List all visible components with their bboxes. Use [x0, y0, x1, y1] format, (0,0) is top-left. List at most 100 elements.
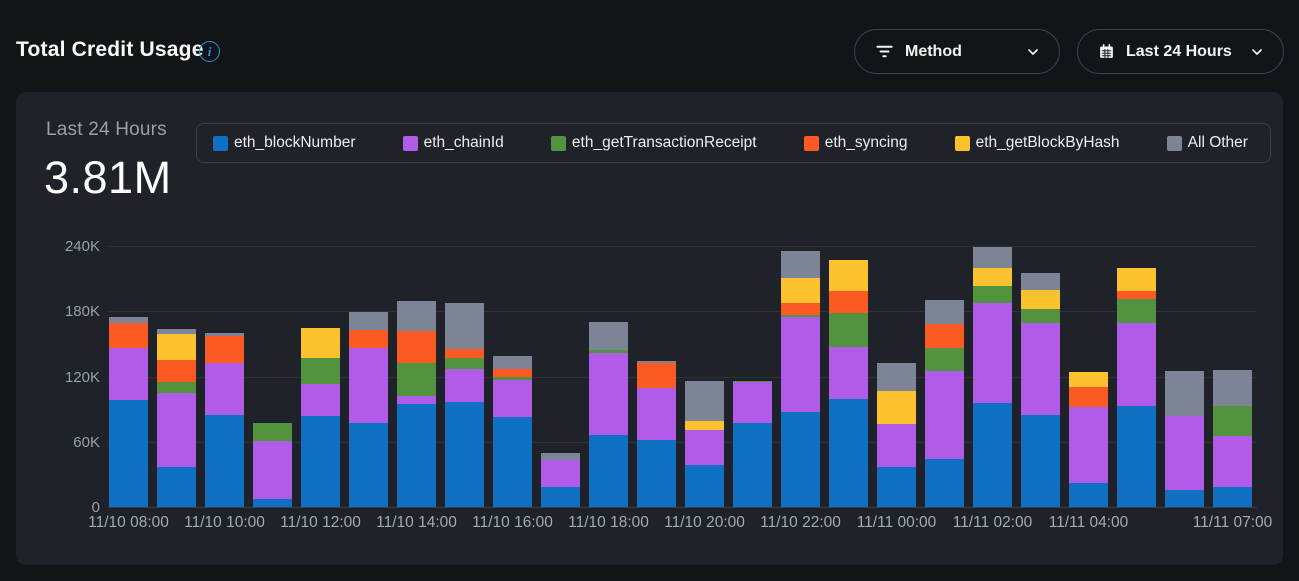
- bar-column[interactable]: [397, 301, 436, 507]
- bar-segment-eth_blockNumber[interactable]: [1165, 489, 1204, 507]
- bar-segment-All Other[interactable]: [925, 300, 964, 325]
- bar-segment-eth_getTransactionReceipt[interactable]: [493, 376, 532, 380]
- bar-segment-eth_blockNumber[interactable]: [829, 399, 868, 507]
- bar-segment-All Other[interactable]: [205, 333, 244, 337]
- bar-segment-All Other[interactable]: [781, 251, 820, 278]
- bar-segment-eth_chainId[interactable]: [301, 384, 340, 416]
- bar-segment-eth_getTransactionReceipt[interactable]: [589, 350, 628, 353]
- bar-segment-eth_getTransactionReceipt[interactable]: [925, 348, 964, 372]
- info-icon[interactable]: i: [199, 41, 220, 62]
- bar-segment-eth_chainId[interactable]: [685, 429, 724, 465]
- bar-segment-All Other[interactable]: [685, 380, 724, 422]
- legend-item-eth_getBlockByHash[interactable]: eth_getBlockByHash: [954, 134, 1120, 152]
- bar-column[interactable]: [925, 300, 964, 507]
- bar-column[interactable]: [109, 316, 148, 507]
- bar-segment-eth_chainId[interactable]: [1069, 406, 1108, 484]
- bar-segment-eth_chainId[interactable]: [589, 352, 628, 436]
- bar-segment-eth_getBlockByHash[interactable]: [877, 390, 916, 425]
- bar-segment-eth_syncing[interactable]: [157, 360, 196, 382]
- bar-segment-eth_blockNumber[interactable]: [1021, 414, 1060, 507]
- bar-segment-eth_blockNumber[interactable]: [493, 416, 532, 507]
- bar-column[interactable]: [349, 312, 388, 507]
- bar-segment-eth_chainId[interactable]: [1117, 323, 1156, 406]
- bar-segment-eth_blockNumber[interactable]: [973, 402, 1012, 507]
- bar-column[interactable]: [685, 380, 724, 507]
- bar-segment-All Other[interactable]: [445, 302, 484, 350]
- bar-segment-All Other[interactable]: [637, 361, 676, 364]
- bar-segment-All Other[interactable]: [1165, 371, 1204, 416]
- bar-segment-eth_blockNumber[interactable]: [109, 400, 148, 507]
- bar-segment-eth_chainId[interactable]: [349, 348, 388, 424]
- bar-segment-eth_blockNumber[interactable]: [1213, 487, 1252, 507]
- bar-column[interactable]: [301, 327, 340, 507]
- bar-column[interactable]: [541, 452, 580, 507]
- bar-segment-eth_chainId[interactable]: [1165, 415, 1204, 490]
- bar-column[interactable]: [1069, 372, 1108, 507]
- legend-item-eth_chainId[interactable]: eth_chainId: [402, 134, 504, 152]
- bar-segment-eth_syncing[interactable]: [493, 368, 532, 377]
- bar-segment-eth_syncing[interactable]: [829, 290, 868, 314]
- bar-segment-eth_getTransactionReceipt[interactable]: [1117, 299, 1156, 324]
- bar-column[interactable]: [637, 361, 676, 507]
- bar-column[interactable]: [589, 322, 628, 507]
- bar-segment-eth_blockNumber[interactable]: [733, 423, 772, 507]
- bar-segment-eth_blockNumber[interactable]: [637, 439, 676, 507]
- bar-segment-eth_syncing[interactable]: [445, 349, 484, 359]
- bar-segment-eth_getBlockByHash[interactable]: [781, 277, 820, 303]
- bar-segment-All Other[interactable]: [493, 355, 532, 369]
- bar-segment-eth_getBlockByHash[interactable]: [1069, 372, 1108, 388]
- bar-segment-eth_chainId[interactable]: [493, 379, 532, 417]
- bar-segment-eth_syncing[interactable]: [205, 336, 244, 364]
- bar-segment-eth_blockNumber[interactable]: [925, 459, 964, 507]
- bar-column[interactable]: [493, 355, 532, 507]
- bar-column[interactable]: [829, 260, 868, 507]
- bar-segment-eth_syncing[interactable]: [925, 324, 964, 349]
- bar-segment-eth_blockNumber[interactable]: [205, 414, 244, 507]
- bar-segment-eth_blockNumber[interactable]: [685, 464, 724, 507]
- bar-segment-eth_getTransactionReceipt[interactable]: [445, 358, 484, 369]
- bar-column[interactable]: [253, 423, 292, 507]
- bar-column[interactable]: [445, 302, 484, 507]
- bar-segment-eth_getTransactionReceipt[interactable]: [973, 286, 1012, 303]
- bar-segment-eth_blockNumber[interactable]: [781, 412, 820, 507]
- bar-column[interactable]: [781, 251, 820, 507]
- bar-segment-eth_chainId[interactable]: [877, 424, 916, 467]
- bar-segment-eth_chainId[interactable]: [973, 302, 1012, 403]
- bar-segment-eth_blockNumber[interactable]: [589, 435, 628, 507]
- bar-segment-eth_getTransactionReceipt[interactable]: [397, 363, 436, 397]
- bar-segment-eth_getBlockByHash[interactable]: [301, 327, 340, 359]
- legend-item-eth_syncing[interactable]: eth_syncing: [803, 134, 907, 152]
- bar-segment-All Other[interactable]: [1021, 273, 1060, 290]
- bar-segment-eth_chainId[interactable]: [1213, 436, 1252, 488]
- bar-segment-eth_syncing[interactable]: [637, 363, 676, 389]
- bar-segment-eth_blockNumber[interactable]: [1117, 405, 1156, 507]
- bar-segment-eth_chainId[interactable]: [781, 316, 820, 413]
- bar-column[interactable]: [733, 380, 772, 507]
- bar-segment-eth_chainId[interactable]: [397, 396, 436, 404]
- bar-segment-eth_blockNumber[interactable]: [1069, 483, 1108, 507]
- bar-segment-eth_blockNumber[interactable]: [253, 499, 292, 507]
- bar-segment-eth_syncing[interactable]: [1117, 290, 1156, 300]
- bar-segment-All Other[interactable]: [877, 363, 916, 391]
- bar-segment-eth_syncing[interactable]: [349, 329, 388, 349]
- bar-column[interactable]: [1213, 370, 1252, 507]
- bar-segment-eth_blockNumber[interactable]: [397, 403, 436, 507]
- bar-column[interactable]: [157, 328, 196, 507]
- bar-segment-All Other[interactable]: [541, 452, 580, 461]
- bar-segment-eth_chainId[interactable]: [925, 371, 964, 460]
- bar-segment-eth_chainId[interactable]: [1021, 323, 1060, 415]
- bar-segment-eth_blockNumber[interactable]: [445, 401, 484, 507]
- bar-segment-eth_blockNumber[interactable]: [301, 415, 340, 507]
- legend-item-eth_getTransactionReceipt[interactable]: eth_getTransactionReceipt: [550, 134, 757, 152]
- bar-segment-eth_chainId[interactable]: [253, 440, 292, 500]
- bar-segment-eth_chainId[interactable]: [205, 363, 244, 415]
- bar-segment-All Other[interactable]: [397, 301, 436, 331]
- bar-column[interactable]: [877, 363, 916, 507]
- bar-segment-eth_getBlockByHash[interactable]: [829, 260, 868, 291]
- bar-segment-eth_getTransactionReceipt[interactable]: [781, 314, 820, 317]
- bar-segment-All Other[interactable]: [349, 312, 388, 330]
- bar-segment-eth_chainId[interactable]: [637, 388, 676, 440]
- bar-segment-eth_chainId[interactable]: [541, 460, 580, 488]
- bar-column[interactable]: [1117, 267, 1156, 507]
- bar-segment-eth_chainId[interactable]: [445, 368, 484, 402]
